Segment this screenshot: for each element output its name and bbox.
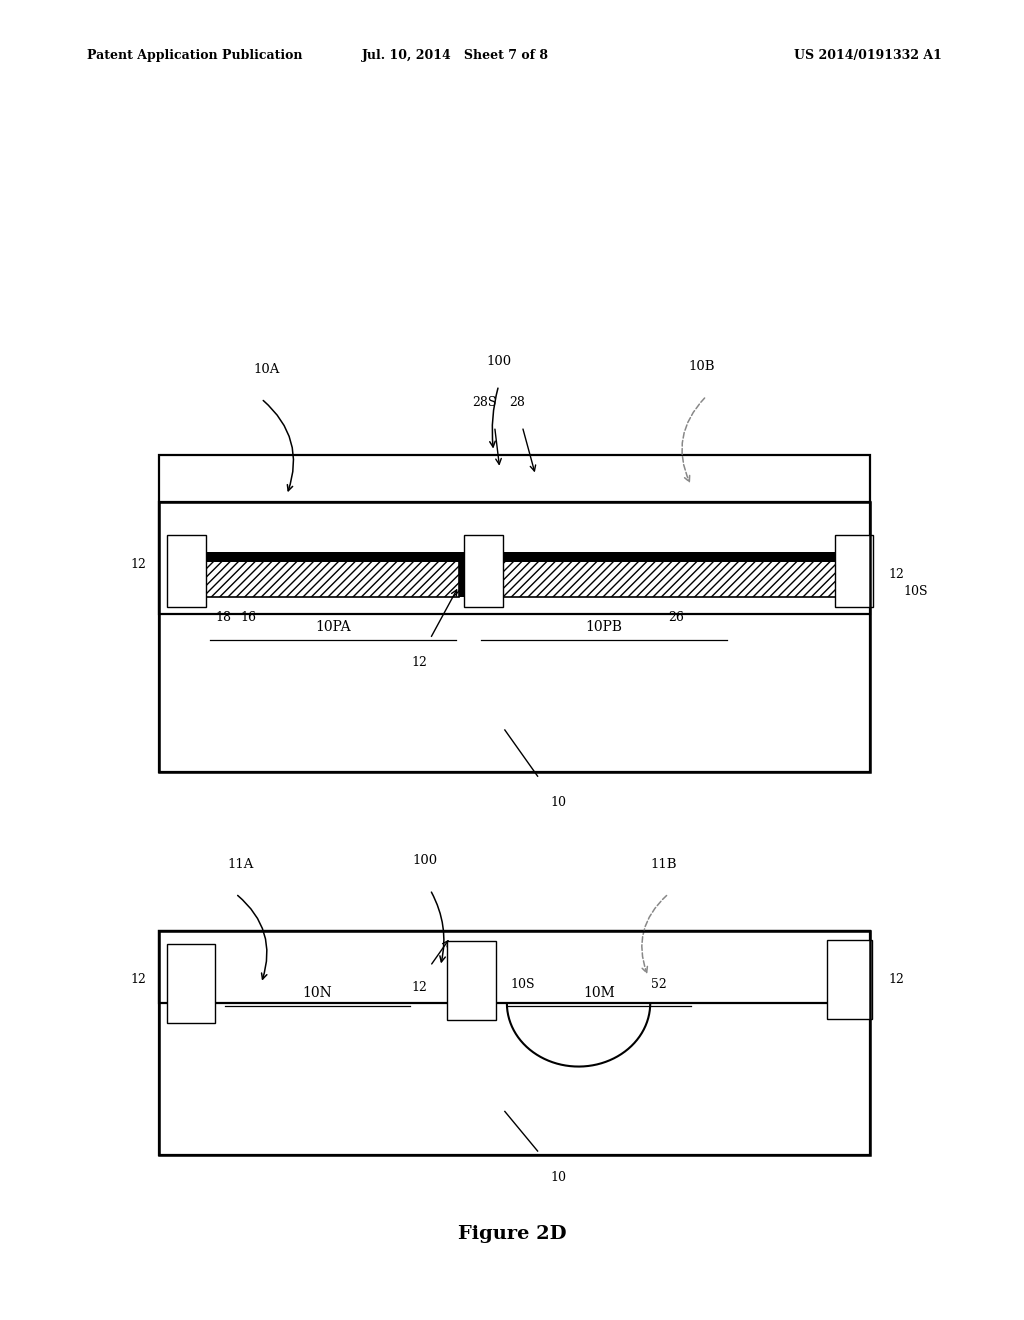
Text: Patent Application Publication: Patent Application Publication: [87, 49, 302, 62]
Bar: [167, 535, 206, 607]
Bar: [159, 931, 870, 1155]
Text: 12: 12: [412, 656, 428, 669]
Text: 10PB: 10PB: [586, 620, 623, 634]
Text: 100: 100: [413, 854, 437, 867]
Bar: [464, 535, 503, 607]
Text: Figure 2D: Figure 2D: [458, 1225, 566, 1243]
Bar: [159, 931, 870, 1155]
Text: 10M: 10M: [583, 986, 615, 999]
Text: US 2014/0191332 A1: US 2014/0191332 A1: [795, 49, 942, 62]
Text: 10: 10: [550, 1171, 566, 1184]
Bar: [835, 535, 873, 607]
Text: 16: 16: [241, 611, 257, 624]
Text: 12: 12: [130, 558, 146, 572]
Text: 12: 12: [888, 568, 904, 581]
Text: 10A: 10A: [253, 363, 280, 376]
Bar: [159, 455, 870, 772]
Text: 10S: 10S: [510, 978, 535, 991]
Bar: [486, 557, 850, 597]
Bar: [459, 554, 487, 597]
Text: 10S: 10S: [903, 585, 928, 598]
Bar: [167, 552, 862, 562]
Text: 11A: 11A: [227, 858, 254, 871]
Text: 28S: 28S: [472, 396, 497, 409]
Text: 10N: 10N: [302, 986, 333, 999]
Bar: [159, 931, 870, 1003]
Bar: [167, 944, 215, 1023]
Text: 12: 12: [888, 973, 904, 986]
Text: 100: 100: [486, 355, 511, 368]
Bar: [159, 502, 870, 614]
Text: 12: 12: [130, 973, 146, 986]
Text: 12: 12: [412, 981, 428, 994]
Text: 26: 26: [668, 611, 684, 624]
Bar: [193, 557, 459, 597]
Text: 10: 10: [550, 796, 566, 809]
Text: Jul. 10, 2014   Sheet 7 of 8: Jul. 10, 2014 Sheet 7 of 8: [362, 49, 549, 62]
Bar: [447, 941, 496, 1020]
Text: 11B: 11B: [650, 858, 677, 871]
Text: 18: 18: [215, 611, 231, 624]
Text: 28: 28: [509, 396, 525, 409]
Text: 52: 52: [650, 978, 667, 991]
Bar: [827, 940, 872, 1019]
Text: 10PA: 10PA: [315, 620, 350, 634]
Bar: [159, 502, 870, 772]
Text: 10B: 10B: [688, 360, 715, 374]
